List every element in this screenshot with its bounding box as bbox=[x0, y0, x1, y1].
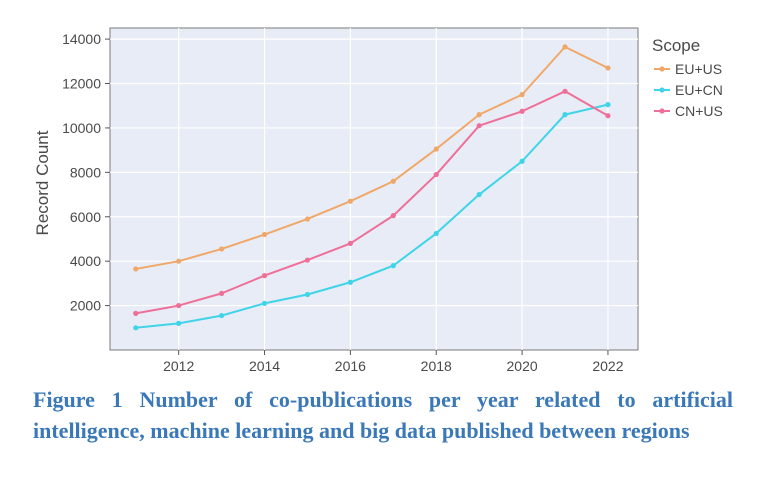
legend-label: CN+US bbox=[675, 103, 723, 119]
data-point bbox=[605, 102, 611, 108]
data-point bbox=[347, 240, 353, 247]
data-point bbox=[562, 44, 568, 50]
data-point bbox=[390, 263, 396, 269]
data-point bbox=[433, 230, 439, 237]
legend-label: EU+US bbox=[675, 61, 722, 77]
y-tick-label: 10000 bbox=[62, 120, 101, 136]
data-point bbox=[519, 158, 525, 164]
series-eu-us bbox=[133, 44, 611, 272]
y-tick-label: 4000 bbox=[70, 253, 101, 269]
data-point bbox=[261, 231, 268, 238]
data-point bbox=[433, 171, 439, 178]
data-point bbox=[219, 290, 225, 296]
series-line bbox=[135, 45, 609, 270]
data-point bbox=[519, 92, 525, 98]
data-point bbox=[176, 258, 182, 264]
data-point bbox=[219, 246, 225, 252]
data-point bbox=[562, 88, 568, 94]
series-eu-cn bbox=[133, 102, 611, 331]
x-tick-label: 2018 bbox=[421, 358, 452, 374]
legend-marker bbox=[659, 87, 665, 93]
data-point bbox=[476, 123, 482, 129]
data-point bbox=[261, 300, 268, 306]
legend-marker bbox=[659, 108, 665, 114]
legend-title: Scope bbox=[652, 36, 700, 55]
data-point bbox=[519, 108, 525, 114]
plot-area bbox=[109, 27, 639, 351]
data-point bbox=[390, 213, 396, 219]
x-tick-label: 2016 bbox=[335, 358, 366, 374]
y-tick-label: 6000 bbox=[70, 209, 101, 225]
data-point bbox=[562, 112, 568, 118]
data-point bbox=[133, 266, 139, 272]
legend-label: EU+CN bbox=[675, 82, 723, 98]
legend: Scope EU+US EU+CN CN+US bbox=[652, 36, 723, 119]
x-tick-label: 2020 bbox=[507, 358, 538, 374]
x-tick-label: 2012 bbox=[163, 358, 194, 374]
data-point bbox=[605, 113, 611, 119]
data-point bbox=[347, 279, 353, 285]
series-line bbox=[135, 103, 609, 329]
legend-marker bbox=[659, 66, 665, 72]
data-point bbox=[219, 312, 225, 319]
data-point bbox=[261, 273, 268, 279]
legend-item: EU+US bbox=[654, 61, 722, 77]
legend-item: CN+US bbox=[654, 103, 723, 119]
series-lines bbox=[133, 44, 611, 331]
data-point bbox=[133, 310, 139, 316]
data-point bbox=[304, 291, 311, 298]
y-tick-label: 14000 bbox=[62, 31, 101, 47]
data-point bbox=[476, 191, 482, 198]
data-point bbox=[304, 216, 311, 222]
gridlines bbox=[110, 28, 638, 350]
y-axis-ticks: 2000 4000 6000 8000 10000 12000 14000 bbox=[62, 31, 110, 314]
y-tick-label: 12000 bbox=[62, 76, 101, 92]
line-chart: 2012 2014 2016 2018 2020 2022 2000 4000 6000 800… bbox=[33, 27, 723, 374]
x-tick-label: 2022 bbox=[592, 358, 623, 374]
data-point bbox=[304, 257, 311, 263]
y-tick-label: 8000 bbox=[70, 164, 101, 180]
y-axis-title: Record Count bbox=[33, 130, 52, 235]
data-point bbox=[390, 178, 396, 184]
legend-item: EU+CN bbox=[654, 82, 723, 98]
data-point bbox=[433, 146, 439, 152]
data-point bbox=[133, 325, 139, 331]
x-axis-ticks: 2012 2014 2016 2018 2020 2022 bbox=[163, 350, 624, 374]
data-point bbox=[176, 320, 182, 326]
data-point bbox=[347, 198, 353, 204]
y-tick-label: 2000 bbox=[70, 298, 101, 314]
x-tick-label: 2014 bbox=[249, 358, 280, 374]
series-cn-us bbox=[133, 88, 611, 316]
series-line bbox=[135, 90, 609, 315]
data-point bbox=[176, 302, 182, 309]
data-point bbox=[605, 65, 611, 71]
figure-caption: Figure 1 Number of co-publications per y… bbox=[33, 387, 733, 443]
data-point bbox=[476, 112, 482, 118]
